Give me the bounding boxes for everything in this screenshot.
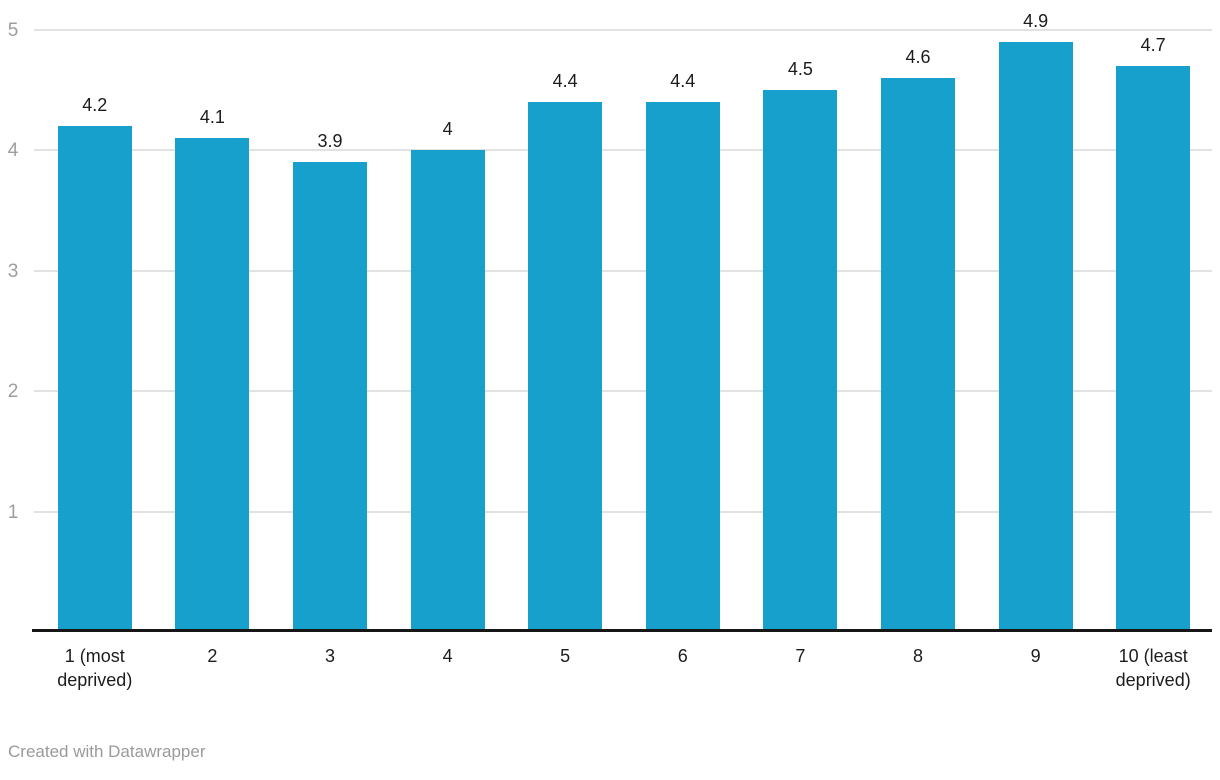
x-axis-tick-label: 1 (most deprived): [26, 644, 164, 692]
bar-value-label: 4.5: [787, 59, 813, 80]
y-axis-tick-label: 2: [7, 381, 19, 403]
x-axis-tick-label-line: 7: [795, 646, 806, 666]
x-axis-tick-label-line: deprived): [1115, 670, 1191, 690]
bar-value-label: 4.6: [905, 47, 931, 68]
x-axis-tick-label-line: 10 (least: [1118, 646, 1188, 666]
x-axis-tick-label-line: 6: [677, 646, 688, 666]
x-axis-tick-label: 9: [967, 644, 1105, 668]
x-axis-tick-label: 4: [379, 644, 517, 668]
x-axis-tick-label-line: deprived): [57, 670, 133, 690]
x-axis-tick-label-line: 8: [912, 646, 923, 666]
bar-2: [175, 138, 250, 632]
gridline-y5: [34, 29, 1212, 31]
x-axis-tick-label-line: 2: [207, 646, 218, 666]
bar-7: [763, 90, 838, 632]
credit-line: Created with Datawrapper: [8, 742, 206, 761]
gridline-y4: [34, 149, 1212, 152]
bar-3: [293, 162, 367, 632]
x-axis-tick-label: 10 (least deprived): [1084, 644, 1220, 692]
y-axis-tick-label: 1: [7, 501, 19, 523]
bar-value-label: 4.4: [670, 71, 696, 92]
bar-value-label: 3.9: [317, 131, 343, 152]
x-axis-tick-label-line: 3: [324, 646, 335, 666]
bar-value-label: 4.2: [82, 95, 108, 116]
x-axis-tick-label-line: 4: [442, 646, 453, 666]
gridline-y1: [34, 510, 1212, 513]
y-axis-tick-label: 5: [7, 20, 19, 41]
x-axis-tick-label: 7: [732, 644, 870, 668]
bar-value-label: 4.1: [199, 107, 225, 128]
x-axis-tick-label: 5: [496, 644, 634, 668]
bar-value-label: 4.4: [552, 71, 578, 92]
x-axis-tick-label: 6: [614, 644, 752, 668]
y-axis-tick-label: 4: [7, 140, 19, 162]
x-axis-tick-label: 2: [144, 644, 282, 668]
bar-8: [881, 78, 955, 632]
gridline-y3: [34, 269, 1212, 272]
x-axis-tick-label-line: 9: [1030, 646, 1041, 666]
bar-10-(least-deprived): [1116, 66, 1191, 632]
x-axis-tick-label: 8: [849, 644, 987, 668]
x-axis-line: [32, 629, 1212, 632]
gridline-y2: [34, 390, 1212, 393]
bar-1-(most-deprived): [57, 126, 132, 632]
bar-4: [410, 150, 485, 632]
bar-5: [528, 102, 603, 632]
x-axis-tick-label: 3: [261, 644, 399, 668]
bar-9: [998, 42, 1073, 632]
bar-value-label: 4: [442, 119, 453, 140]
x-axis-tick-label-line: 1 (most: [64, 646, 125, 666]
bar-6: [645, 102, 720, 632]
y-axis-tick-label: 3: [7, 260, 19, 282]
bar-value-label: 4.9: [1023, 11, 1049, 32]
x-axis-tick-label-line: 5: [560, 646, 571, 666]
bar-value-label: 4.7: [1140, 35, 1166, 56]
